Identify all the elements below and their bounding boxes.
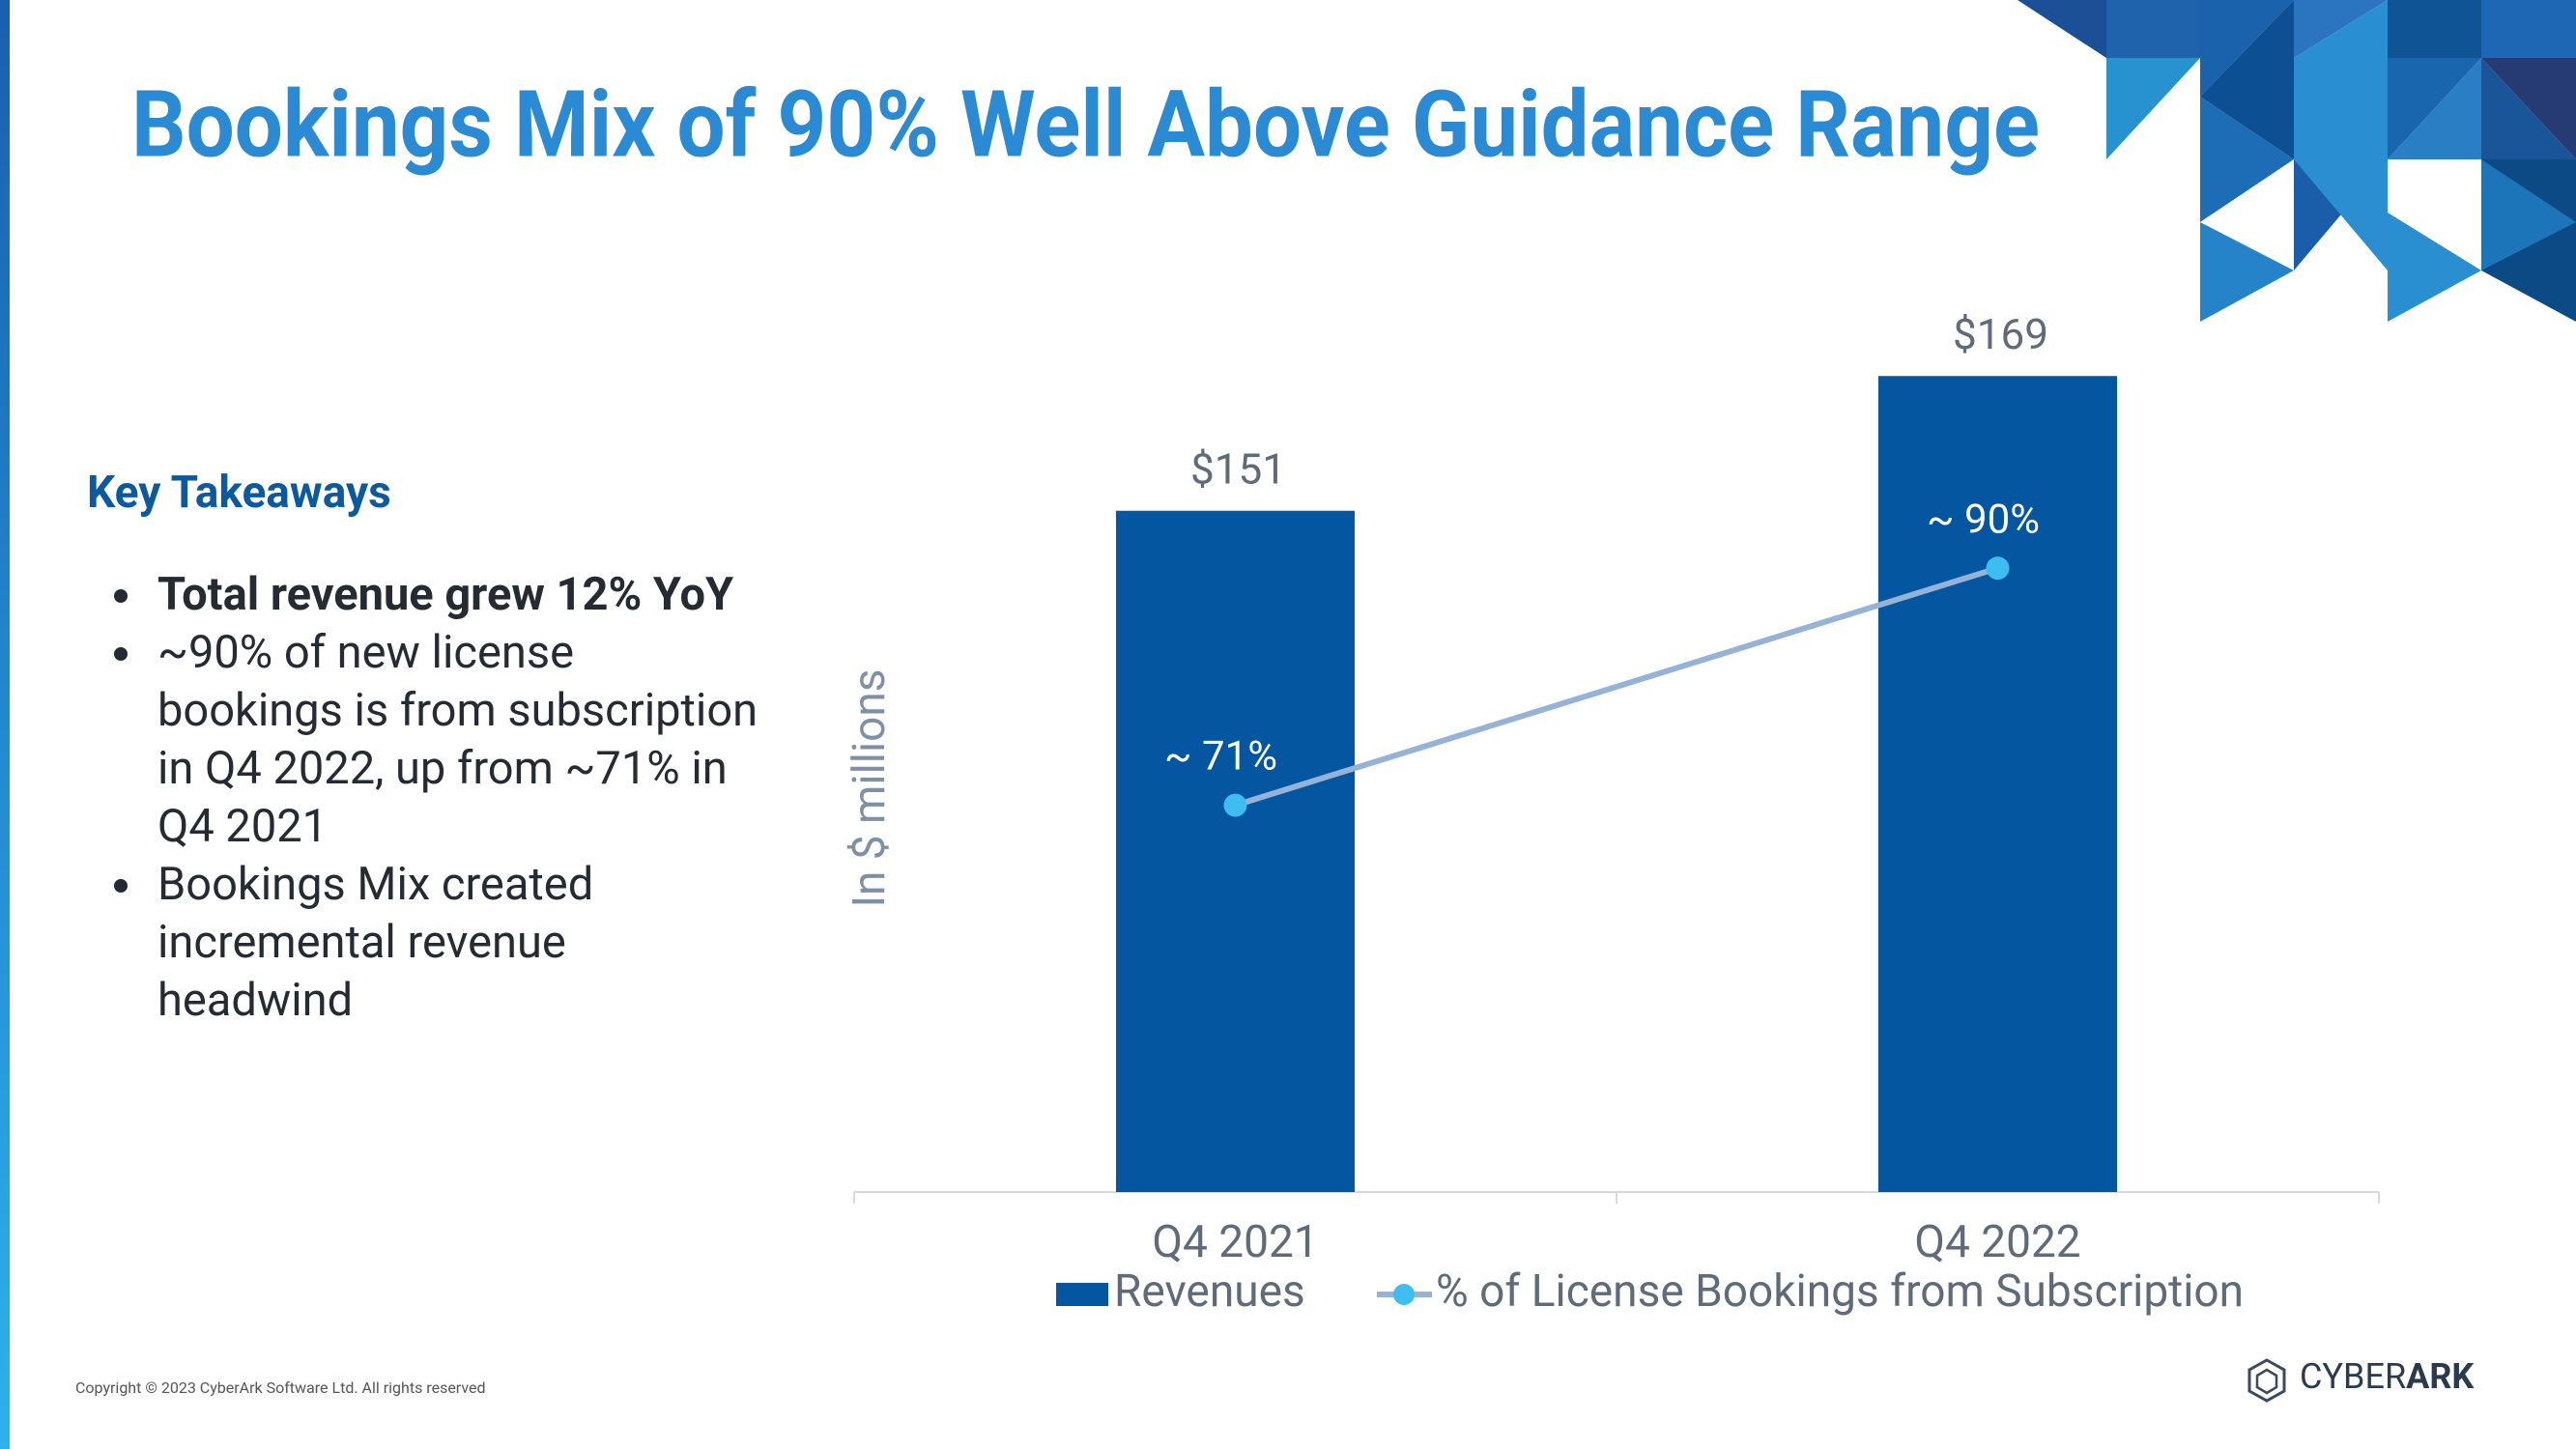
takeaways-heading: Key Takeaways	[87, 467, 391, 519]
bar	[1116, 510, 1355, 1192]
line-value-label: ~ 71%	[1164, 733, 1277, 781]
legend-label: % of License Bookings from Subscription	[1436, 1265, 2244, 1318]
x-tick-label: Q4 2021	[1152, 1216, 1318, 1268]
line-marker	[1986, 556, 2010, 581]
side-bar	[0, 0, 10, 1449]
line-marker	[1223, 793, 1247, 817]
bullet: Total revenue grew 12% YoY	[148, 566, 763, 624]
bar	[1878, 376, 2117, 1192]
legend-label: Revenues	[1114, 1265, 1305, 1318]
logo: CYBERARK	[2247, 1356, 2475, 1403]
copyright: Copyright © 2023 CyberArk Software Ltd. …	[75, 1378, 486, 1397]
logo-text: CYBERARK	[2300, 1356, 2475, 1397]
logo-light: CYBER	[2300, 1356, 2406, 1397]
bullet: ~90% of new license bookings is from sub…	[148, 624, 763, 856]
takeaways: Key Takeaways Total revenue grew 12% YoY…	[87, 464, 763, 1030]
line	[1234, 565, 1999, 809]
bar-value-label: $151	[1190, 443, 1286, 494]
logo-bold: ARK	[2406, 1356, 2475, 1397]
bullet-list: Total revenue grew 12% YoY~90% of new li…	[87, 566, 763, 1030]
decoration	[2018, 0, 2576, 322]
line-value-label: ~ 90%	[1927, 496, 2040, 543]
chart: Q4 2021 Q4 2022 In $ millions $151 $169 ~ 71%…	[844, 309, 2380, 1318]
slide-title: Bookings Mix of 90% Well Above Guidance …	[131, 71, 2040, 179]
bullet: Bookings Mix created incremental revenue…	[148, 856, 763, 1030]
legend-swatch	[1393, 1284, 1415, 1305]
legend-swatch	[1056, 1283, 1108, 1306]
bar-value-label: $169	[1953, 309, 2048, 359]
x-tick-label: Q4 2022	[1914, 1216, 2080, 1268]
y-axis-label: In $ millions	[844, 668, 896, 907]
